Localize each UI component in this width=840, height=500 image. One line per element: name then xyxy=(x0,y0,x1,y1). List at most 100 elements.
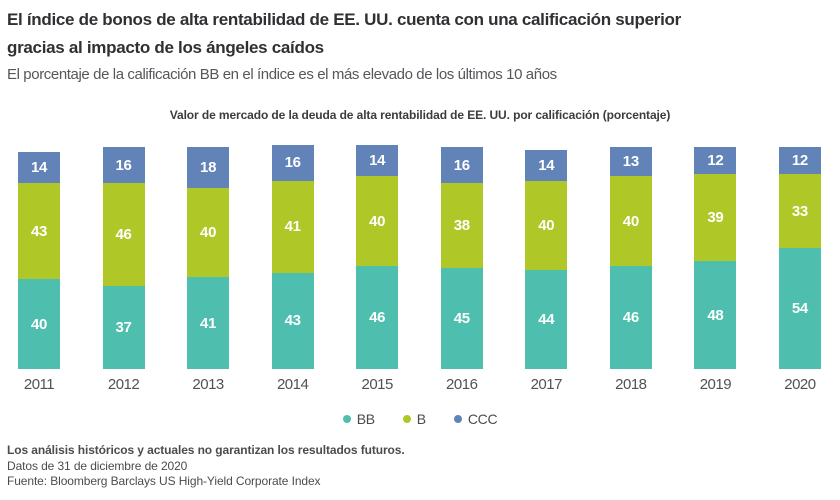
bar-segment-bb: 46 xyxy=(356,265,399,369)
bar-value-label: 41 xyxy=(200,314,217,332)
bar-value-label: 16 xyxy=(453,156,470,174)
page-title-line2: gracias al impacto de los ángeles caídos xyxy=(7,38,324,57)
bar-value-label: 12 xyxy=(707,152,724,170)
bar-value-label: 14 xyxy=(30,158,48,176)
x-axis-label: 2016 xyxy=(446,376,478,393)
bar-value-label: 14 xyxy=(369,152,386,170)
bar-stack: 16 41 43 xyxy=(271,145,314,369)
x-axis-label: 2019 xyxy=(699,376,732,393)
x-axis-label: 2014 xyxy=(276,376,309,393)
bar-value-label: 43 xyxy=(284,312,301,330)
legend-label: CCC xyxy=(467,411,498,427)
bar-segment-bb: 41 xyxy=(187,277,230,369)
bar-segment-bb: 37 xyxy=(102,286,145,369)
bar-segment-ccc: 14 xyxy=(356,145,399,177)
bar-stack: 18 40 41 xyxy=(187,147,230,369)
footer-disclaimer: Los análisis históricos y actuales no ga… xyxy=(7,443,405,457)
bar-segment-b: 39 xyxy=(694,174,737,262)
legend-dot-icon xyxy=(453,415,462,423)
chart-legend: BB B CCC xyxy=(0,411,840,427)
bar-stack: 12 33 54 xyxy=(778,147,821,369)
bar-segment-ccc: 12 xyxy=(694,147,737,175)
chart-bars: 14 43 40 2011 16 46 37 2012 18 40 41 2013 16 41 43 2014… xyxy=(18,144,821,393)
x-axis-label: 2015 xyxy=(361,376,394,393)
legend-dot-icon xyxy=(342,415,351,423)
bar-segment-ccc: 12 xyxy=(778,147,821,175)
bar-segment-b: 46 xyxy=(102,183,145,287)
bar-column-2012: 16 46 37 2012 xyxy=(102,147,145,393)
bar-column-2018: 13 40 46 2018 xyxy=(609,147,652,393)
bar-segment-bb: 43 xyxy=(271,272,314,369)
bar-value-label: 18 xyxy=(200,158,217,176)
bar-segment-ccc: 14 xyxy=(18,151,60,184)
x-axis-label: 2011 xyxy=(23,376,55,393)
legend-item-bb: BB xyxy=(342,411,375,427)
bar-segment-bb: 44 xyxy=(525,270,568,369)
bar-value-label: 40 xyxy=(538,217,555,235)
header: El índice de bonos de alta rentabilidad … xyxy=(0,0,840,84)
bar-segment-bb: 48 xyxy=(694,261,737,369)
bar-column-2016: 16 38 45 2016 xyxy=(440,147,483,393)
legend-label: B xyxy=(416,411,426,427)
bar-column-2013: 18 40 41 2013 xyxy=(187,147,230,393)
bar-segment-b: 40 xyxy=(356,176,399,266)
chart-title: Valor de mercado de la deuda de alta ren… xyxy=(169,108,671,122)
bar-segment-ccc: 14 xyxy=(525,149,568,181)
bar-segment-ccc: 16 xyxy=(271,145,314,181)
bar-value-label: 40 xyxy=(369,212,386,230)
x-axis-label: 2017 xyxy=(530,376,563,393)
bar-column-2014: 16 41 43 2014 xyxy=(271,145,314,393)
bar-value-label: 44 xyxy=(538,311,555,329)
bar-value-label: 46 xyxy=(622,308,639,326)
bar-value-label: 45 xyxy=(453,310,470,328)
x-axis-label: 2012 xyxy=(107,376,140,393)
bar-stack: 14 43 40 xyxy=(18,151,60,369)
bar-value-label: 46 xyxy=(115,226,132,244)
bar-column-2020: 12 33 54 2020 xyxy=(778,147,821,393)
bar-value-label: 16 xyxy=(115,156,132,174)
bar-segment-ccc: 18 xyxy=(187,147,230,188)
bar-segment-bb: 40 xyxy=(18,279,60,369)
bar-value-label: 40 xyxy=(622,212,639,230)
bar-segment-b: 43 xyxy=(18,183,60,280)
x-axis-label: 2013 xyxy=(192,376,224,393)
bar-value-label: 39 xyxy=(707,209,724,227)
bar-value-label: 54 xyxy=(791,300,808,318)
bar-stack: 13 40 46 xyxy=(609,147,652,369)
bar-segment-bb: 45 xyxy=(440,268,483,369)
bar-value-label: 40 xyxy=(30,315,48,333)
bar-value-label: 13 xyxy=(622,153,639,171)
bar-segment-b: 33 xyxy=(778,174,821,249)
bar-value-label: 14 xyxy=(538,156,555,174)
bar-value-label: 37 xyxy=(115,319,132,337)
bar-value-label: 16 xyxy=(284,154,301,172)
x-axis-label: 2018 xyxy=(615,376,647,393)
footer: Los análisis históricos y actuales no ga… xyxy=(0,443,840,490)
legend-item-ccc: CCC xyxy=(453,411,498,427)
bar-segment-bb: 46 xyxy=(609,265,652,369)
bar-stack: 16 46 37 xyxy=(102,147,145,369)
bar-stack: 14 40 46 xyxy=(356,145,399,369)
footer-source: Fuente: Bloomberg Barclays US High-Yield… xyxy=(7,474,321,488)
bar-segment-bb: 54 xyxy=(778,248,821,369)
bar-column-2019: 12 39 48 2019 xyxy=(694,147,737,393)
bar-value-label: 41 xyxy=(284,218,301,236)
legend-item-b: B xyxy=(402,411,426,427)
bar-value-label: 38 xyxy=(453,217,470,235)
bar-column-2017: 14 40 44 2017 xyxy=(525,149,568,393)
bar-value-label: 12 xyxy=(791,152,808,170)
bar-column-2015: 14 40 46 2015 xyxy=(356,145,399,393)
legend-label: BB xyxy=(356,411,375,427)
bar-segment-b: 38 xyxy=(440,183,483,269)
bar-column-2011: 14 43 40 2011 xyxy=(18,151,60,393)
bar-value-label: 46 xyxy=(369,308,386,326)
footer-as-of-date: Datos de 31 de diciembre de 2020 xyxy=(7,458,188,473)
bar-value-label: 43 xyxy=(30,222,48,240)
bar-segment-b: 40 xyxy=(187,187,230,278)
bar-stack: 12 39 48 xyxy=(694,147,737,369)
bar-segment-b: 41 xyxy=(271,180,314,273)
page-title-line1: El índice de bonos de alta rentabilidad … xyxy=(7,10,681,29)
page-title: El índice de bonos de alta rentabilidad … xyxy=(7,6,790,62)
bar-value-label: 33 xyxy=(791,202,808,220)
